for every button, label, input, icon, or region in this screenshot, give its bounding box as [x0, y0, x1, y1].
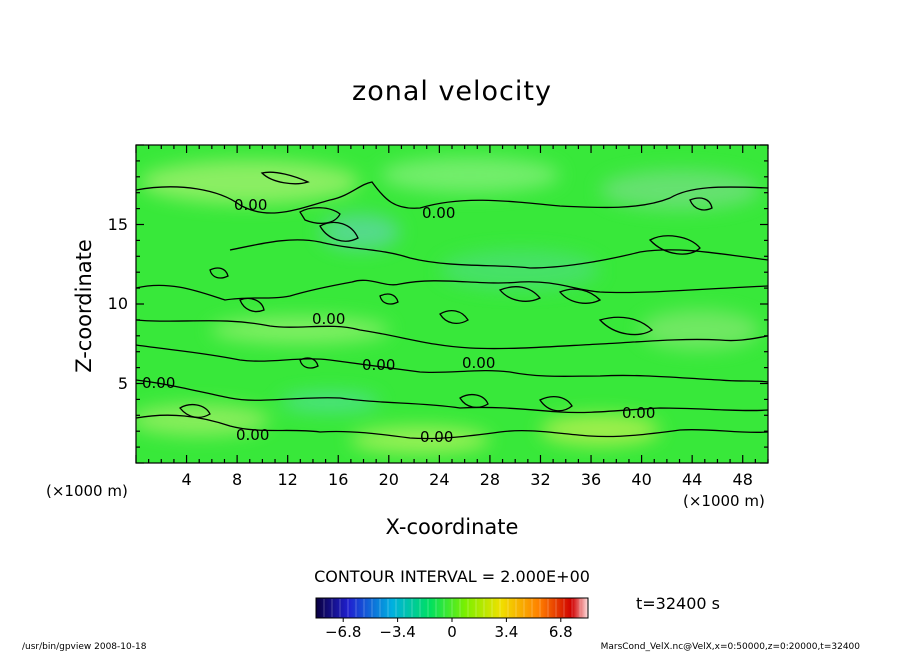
x-axis-unit: (×1000 m) [683, 492, 765, 510]
footer-source: MarsCond_VelX.nc@VelX,x=0:50000,z=0:2000… [600, 642, 860, 652]
tick-marks [135, 144, 769, 464]
x-tick-label: 48 [732, 470, 753, 489]
contour-label: 0.00 [420, 428, 453, 446]
contour-interval-label: CONTOUR INTERVAL = 2.000E+00 [314, 567, 590, 586]
x-tick-label: 44 [681, 470, 703, 489]
contour-label: 0.00 [622, 404, 655, 422]
x-tick-label: 4 [181, 470, 192, 489]
x-axis-label: X-coordinate [385, 515, 519, 539]
colorbar-tick-label: 0 [447, 623, 457, 641]
colorbar [315, 597, 589, 622]
chart-title: zonal velocity [352, 76, 552, 107]
x-tick-label: 36 [580, 470, 602, 489]
contour-label: 0.00 [462, 354, 495, 372]
contour-label: 0.00 [236, 426, 269, 444]
y-axis-unit: (×1000 m) [46, 482, 128, 500]
x-tick-label: 8 [232, 470, 243, 489]
colorbar-tick-label: 3.4 [494, 623, 519, 641]
x-tick-label: 16 [328, 470, 349, 489]
x-tick-label: 24 [429, 470, 450, 489]
y-tick-label: 5 [117, 373, 128, 393]
contour-label: 0.00 [422, 204, 455, 222]
time-label: t=32400 s [636, 594, 720, 613]
y-tick-label: 10 [107, 294, 128, 313]
colorbar-tick-label: −3.4 [379, 623, 416, 641]
y-axis-label: Z-coordinate [72, 239, 96, 373]
contour-label: 0.00 [312, 310, 345, 328]
colorbar-tick-label: −6.8 [324, 623, 362, 641]
contour-label: 0.00 [234, 196, 267, 214]
x-tick-label: 28 [479, 470, 501, 489]
x-tick-label: 40 [631, 470, 652, 489]
contour-label: 0.00 [142, 374, 175, 392]
x-tick-label: 32 [530, 470, 551, 489]
footer-program: /usr/bin/gpview 2008-10-18 [22, 642, 147, 652]
y-tick-label: 15 [107, 214, 128, 234]
velocity-field: 0.00 0.00 0.00 0.00 0.00 0.00 0.00 0.00 … [136, 145, 768, 463]
contour-lines [136, 171, 768, 440]
x-tick-label: 12 [277, 470, 298, 489]
colorbar-tick-label: 6.8 [548, 623, 573, 641]
x-tick-label: 20 [378, 470, 399, 489]
contour-label: 0.00 [362, 356, 395, 374]
contour-labels: 0.00 0.00 0.00 0.00 0.00 0.00 0.00 0.00 … [142, 196, 655, 446]
